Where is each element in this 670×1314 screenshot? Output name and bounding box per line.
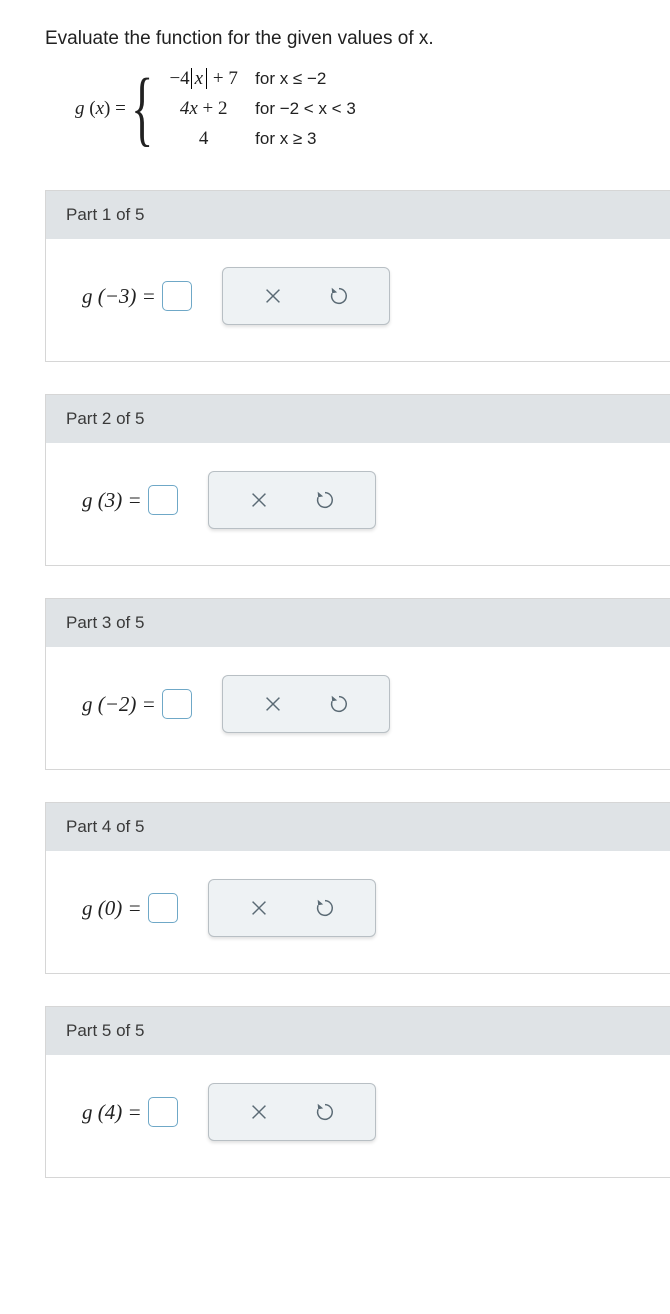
button-group bbox=[208, 1083, 376, 1141]
piece1-tail: + 7 bbox=[208, 68, 238, 89]
reset-icon[interactable] bbox=[313, 488, 337, 512]
piece2-cond: for −2 < x < 3 bbox=[255, 99, 356, 119]
equation-lhs: g (−3) = bbox=[82, 284, 156, 309]
close-icon[interactable] bbox=[261, 692, 285, 716]
piece-3: 4 for x ≥ 3 bbox=[156, 128, 356, 150]
equation-lhs: g (4) = bbox=[82, 1100, 142, 1125]
abs-x: x bbox=[191, 68, 207, 89]
piece3-cond: for x ≥ 3 bbox=[255, 129, 316, 149]
part-header: Part 1 of 5 bbox=[46, 190, 670, 239]
close-icon[interactable] bbox=[247, 896, 271, 920]
close-icon[interactable] bbox=[247, 488, 271, 512]
equation: g (0) = bbox=[82, 893, 178, 923]
part-4: Part 4 of 5 g (0) = bbox=[45, 802, 670, 974]
part-3: Part 3 of 5 g (−2) = bbox=[45, 598, 670, 770]
equation-lhs: g (3) = bbox=[82, 488, 142, 513]
part-header: Part 3 of 5 bbox=[46, 598, 670, 647]
button-group bbox=[222, 267, 390, 325]
equation: g (3) = bbox=[82, 485, 178, 515]
button-group bbox=[208, 879, 376, 937]
function-definition: g (x) = { −4x + 7 for x ≤ −2 4x + 2 for … bbox=[75, 68, 670, 150]
piece3-expr: 4 bbox=[156, 128, 251, 150]
part-2: Part 2 of 5 g (3) = bbox=[45, 394, 670, 566]
part-5: Part 5 of 5 g (4) = bbox=[45, 1006, 670, 1178]
piece-1: −4x + 7 for x ≤ −2 bbox=[156, 68, 356, 90]
func-var: x bbox=[96, 98, 104, 119]
equation: g (−3) = bbox=[82, 281, 192, 311]
part-header: Part 4 of 5 bbox=[46, 802, 670, 851]
equation: g (−2) = bbox=[82, 689, 192, 719]
button-group bbox=[222, 675, 390, 733]
func-name: g bbox=[75, 98, 85, 119]
button-group bbox=[208, 471, 376, 529]
answer-input[interactable] bbox=[148, 485, 178, 515]
close-icon[interactable] bbox=[247, 1100, 271, 1124]
answer-input[interactable] bbox=[162, 281, 192, 311]
answer-input[interactable] bbox=[148, 893, 178, 923]
reset-icon[interactable] bbox=[327, 284, 351, 308]
equation: g (4) = bbox=[82, 1097, 178, 1127]
piece1-cond: for x ≤ −2 bbox=[255, 69, 326, 89]
reset-icon[interactable] bbox=[327, 692, 351, 716]
equation-lhs: g (0) = bbox=[82, 896, 142, 921]
part-header: Part 5 of 5 bbox=[46, 1006, 670, 1055]
question-prompt: Evaluate the function for the given valu… bbox=[45, 28, 670, 50]
piece1-coeff: −4 bbox=[169, 68, 189, 89]
equation-lhs: g (−2) = bbox=[82, 692, 156, 717]
part-header: Part 2 of 5 bbox=[46, 394, 670, 443]
piecewise-brace: { bbox=[131, 80, 153, 139]
reset-icon[interactable] bbox=[313, 896, 337, 920]
reset-icon[interactable] bbox=[313, 1100, 337, 1124]
answer-input[interactable] bbox=[162, 689, 192, 719]
piece-2: 4x + 2 for −2 < x < 3 bbox=[156, 98, 356, 120]
part-1: Part 1 of 5 g (−3) = bbox=[45, 190, 670, 362]
answer-input[interactable] bbox=[148, 1097, 178, 1127]
close-icon[interactable] bbox=[261, 284, 285, 308]
